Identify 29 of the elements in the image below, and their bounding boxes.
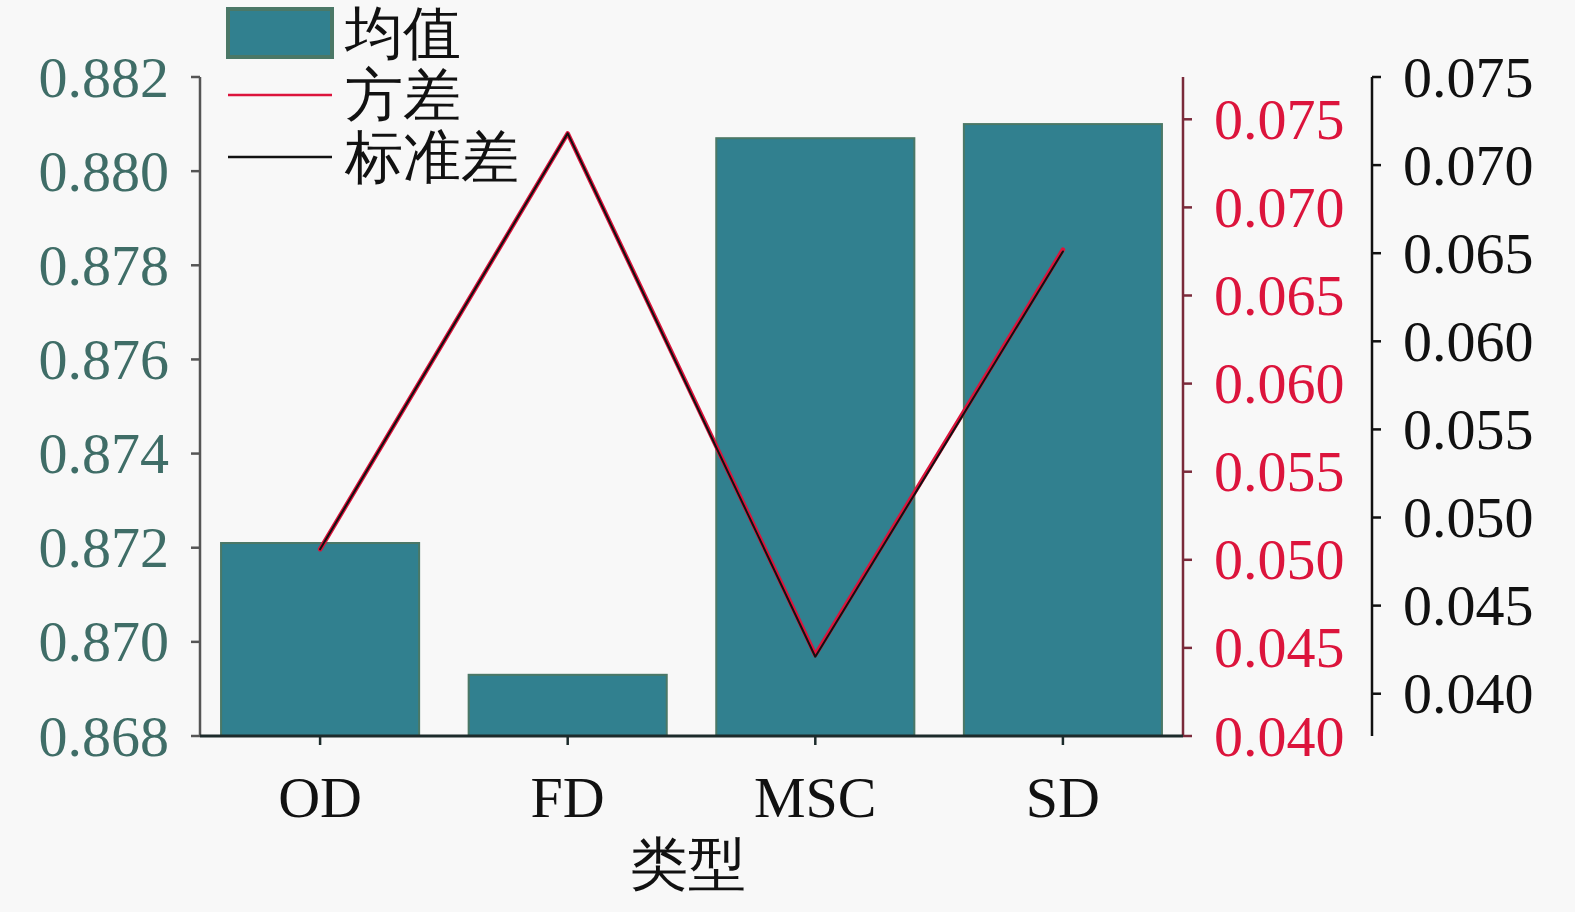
y3-tick-label: 0.055 <box>1403 396 1534 462</box>
y2-tick-label: 0.055 <box>1214 439 1345 505</box>
y2-tick-label: 0.065 <box>1214 262 1345 328</box>
y-tick-label: 0.876 <box>38 326 169 392</box>
y-tick-label: 0.868 <box>38 703 169 769</box>
y2-tick-label: 0.050 <box>1214 527 1345 593</box>
y-tick-label: 0.872 <box>38 515 169 581</box>
x-tick-label: MSC <box>754 765 877 830</box>
y2-tick-label: 0.075 <box>1214 86 1345 152</box>
y-tick-label: 0.882 <box>38 44 169 110</box>
y2-tick-label: 0.045 <box>1214 615 1345 681</box>
y3-tick-label: 0.070 <box>1403 132 1534 198</box>
y3-tick-label: 0.075 <box>1403 44 1534 110</box>
x-tick-label: FD <box>530 765 605 830</box>
y3-tick-label: 0.065 <box>1403 220 1534 286</box>
y2-tick-label: 0.070 <box>1214 174 1345 240</box>
y-tick-label: 0.878 <box>38 232 169 298</box>
y-tick-label: 0.880 <box>38 138 169 204</box>
y-tick-label: 0.870 <box>38 609 169 675</box>
y3-tick-label: 0.050 <box>1403 485 1534 551</box>
y3-tick-label: 0.040 <box>1403 661 1534 727</box>
x-axis-title: 类型 <box>629 832 746 897</box>
y-tick-label: 0.874 <box>38 421 169 487</box>
y3-tick-label: 0.060 <box>1403 308 1534 374</box>
y3-tick-label: 0.045 <box>1403 573 1534 639</box>
x-tick-label: OD <box>278 765 362 830</box>
x-tick-label: SD <box>1025 765 1100 830</box>
y2-tick-label: 0.060 <box>1214 351 1345 417</box>
y2-tick-label: 0.040 <box>1214 703 1345 769</box>
